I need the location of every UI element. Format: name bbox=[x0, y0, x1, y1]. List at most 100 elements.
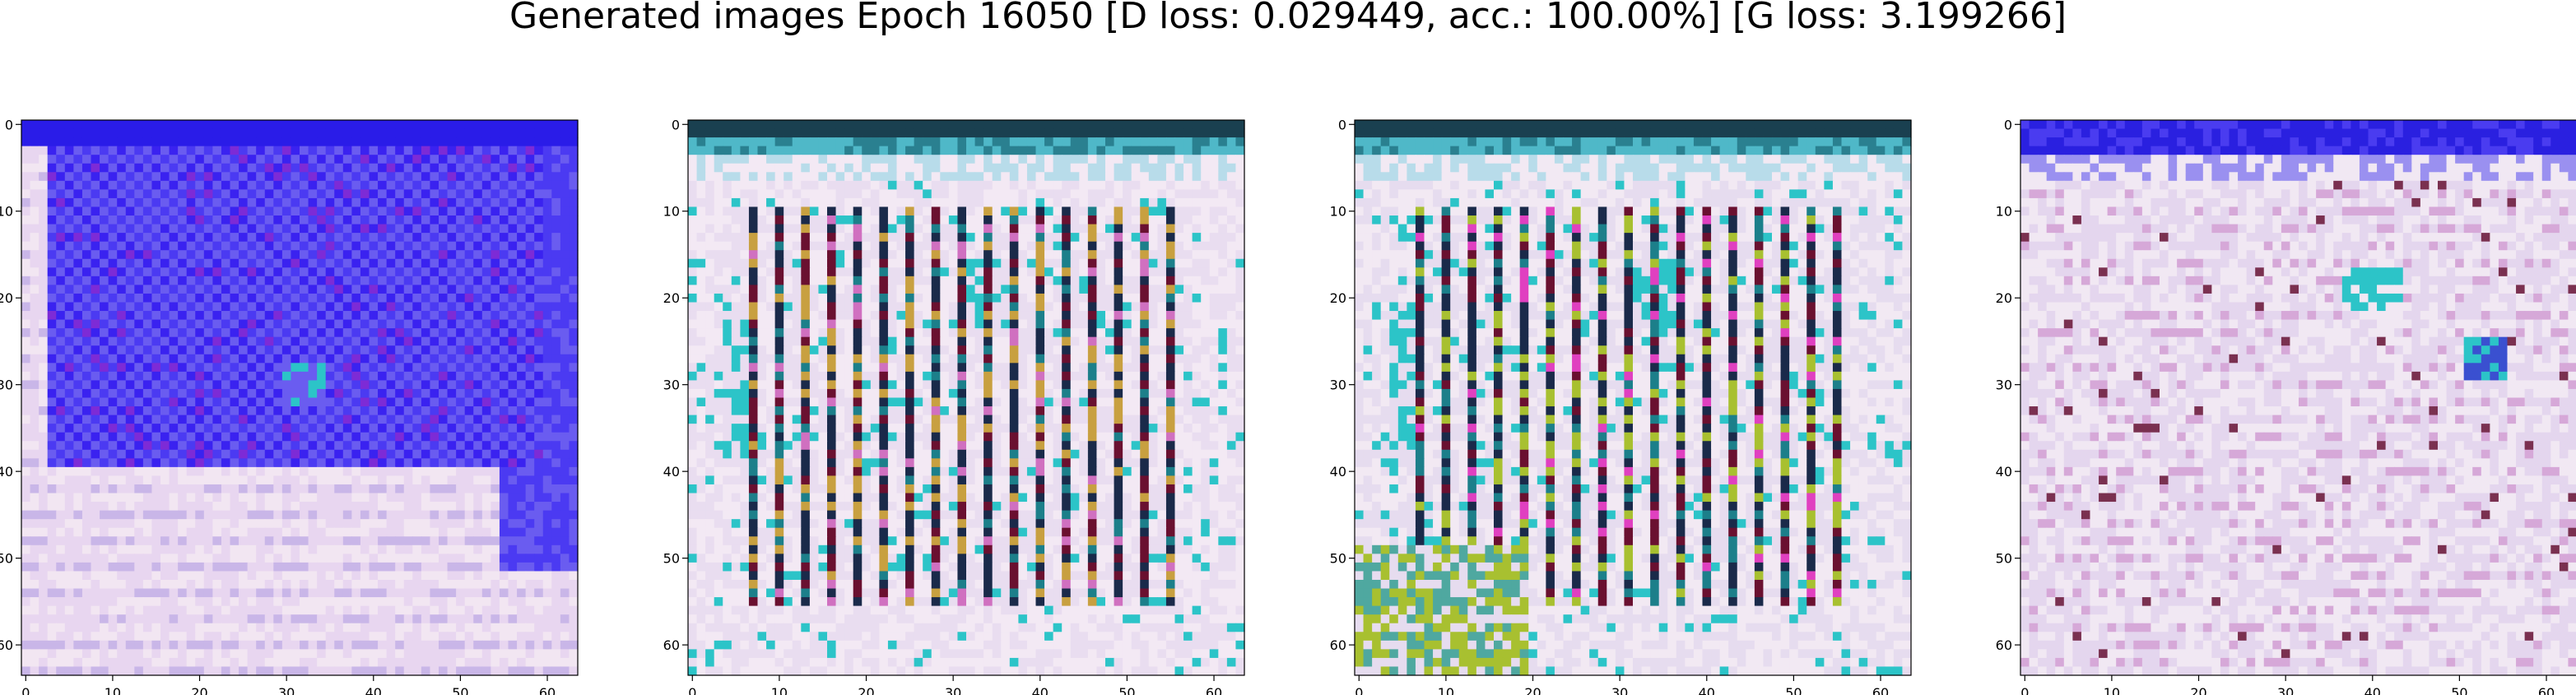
image-pixel bbox=[160, 657, 170, 668]
image-pixel bbox=[499, 345, 509, 355]
image-pixel bbox=[273, 120, 283, 130]
image-pixel bbox=[142, 285, 153, 294]
image-pixel bbox=[273, 484, 283, 494]
image-pixel bbox=[378, 172, 388, 182]
image-pixel bbox=[551, 554, 561, 563]
image-pixel bbox=[151, 519, 161, 529]
image-pixel bbox=[870, 120, 880, 130]
image-pixel bbox=[256, 311, 266, 321]
image-pixel bbox=[1235, 163, 1245, 173]
image-pixel bbox=[256, 502, 266, 512]
image-pixel bbox=[230, 579, 239, 590]
image-pixel bbox=[517, 224, 527, 234]
image-pixel bbox=[325, 163, 335, 173]
image-pixel bbox=[447, 623, 457, 632]
image-pixel bbox=[212, 197, 222, 208]
image-pixel bbox=[247, 328, 257, 338]
image-pixel bbox=[491, 155, 500, 164]
image-pixel bbox=[1044, 137, 1054, 147]
image-pixel bbox=[560, 632, 570, 642]
image-pixel bbox=[325, 336, 335, 346]
image-pixel bbox=[134, 666, 144, 676]
image-pixel bbox=[221, 328, 231, 338]
image-pixel bbox=[740, 215, 750, 225]
image-pixel bbox=[256, 345, 266, 355]
image-pixel bbox=[212, 527, 222, 537]
image-pixel bbox=[853, 206, 863, 216]
image-pixel bbox=[360, 527, 370, 537]
image-pixel bbox=[47, 120, 57, 130]
image-pixel bbox=[569, 544, 579, 554]
image-pixel bbox=[447, 597, 457, 607]
image-pixel bbox=[134, 180, 144, 190]
image-pixel bbox=[395, 293, 405, 303]
image-pixel bbox=[230, 363, 239, 373]
image-pixel bbox=[569, 623, 579, 632]
image-pixel bbox=[421, 215, 431, 225]
image-pixel bbox=[256, 258, 266, 268]
image-pixel bbox=[542, 536, 552, 546]
image-pixel bbox=[273, 657, 283, 668]
image-pixel bbox=[308, 328, 318, 338]
image-pixel bbox=[264, 554, 274, 563]
image-pixel bbox=[73, 163, 83, 173]
image-pixel bbox=[499, 415, 509, 424]
image-pixel bbox=[369, 424, 379, 433]
image-pixel bbox=[395, 371, 405, 382]
image-pixel bbox=[542, 588, 552, 598]
image-pixel bbox=[300, 311, 309, 321]
image-pixel bbox=[21, 519, 31, 529]
image-pixel bbox=[125, 597, 135, 607]
image-pixel bbox=[723, 189, 732, 199]
image-pixel bbox=[203, 180, 213, 190]
image-pixel bbox=[256, 276, 266, 285]
image-pixel bbox=[91, 128, 100, 138]
image-pixel bbox=[360, 519, 370, 529]
image-pixel bbox=[264, 649, 274, 659]
image-pixel bbox=[64, 328, 74, 338]
image-pixel bbox=[447, 137, 457, 147]
image-pixel bbox=[108, 579, 118, 590]
image-pixel bbox=[974, 146, 984, 155]
image-pixel bbox=[378, 623, 388, 632]
image-pixel bbox=[308, 536, 318, 546]
image-pixel bbox=[491, 632, 500, 642]
image-pixel bbox=[142, 562, 153, 572]
image-pixel bbox=[439, 458, 449, 468]
image-pixel bbox=[809, 172, 820, 182]
image-pixel bbox=[81, 502, 92, 512]
image-pixel bbox=[1165, 128, 1176, 138]
image-pixel bbox=[534, 554, 544, 563]
image-pixel bbox=[317, 475, 327, 485]
image-pixel bbox=[47, 354, 57, 364]
image-pixel bbox=[1001, 189, 1011, 199]
image-pixel bbox=[473, 493, 483, 503]
image-pixel bbox=[1070, 163, 1080, 173]
image-pixel bbox=[142, 605, 153, 615]
image-pixel bbox=[64, 666, 74, 676]
image-pixel bbox=[1079, 206, 1089, 216]
image-pixel bbox=[481, 172, 491, 182]
image-pixel bbox=[134, 597, 144, 607]
image-pixel bbox=[818, 197, 828, 208]
image-pixel bbox=[351, 536, 361, 546]
image-pixel bbox=[421, 597, 431, 607]
image-pixel bbox=[360, 146, 370, 155]
image-pixel bbox=[957, 233, 967, 243]
image-pixel bbox=[1148, 180, 1158, 190]
image-pixel bbox=[64, 466, 74, 477]
image-pixel bbox=[195, 128, 205, 138]
image-pixel bbox=[100, 458, 109, 468]
image-pixel bbox=[195, 415, 205, 424]
image-pixel bbox=[30, 588, 40, 598]
image-pixel bbox=[491, 363, 500, 373]
image-pixel bbox=[395, 510, 405, 520]
image-pixel bbox=[281, 588, 292, 598]
image-pixel bbox=[317, 163, 327, 173]
image-pixel bbox=[273, 163, 283, 173]
image-pixel bbox=[212, 571, 222, 581]
image-pixel bbox=[317, 666, 327, 676]
image-pixel bbox=[1035, 146, 1045, 155]
image-pixel bbox=[914, 224, 923, 234]
image-pixel bbox=[256, 562, 266, 572]
